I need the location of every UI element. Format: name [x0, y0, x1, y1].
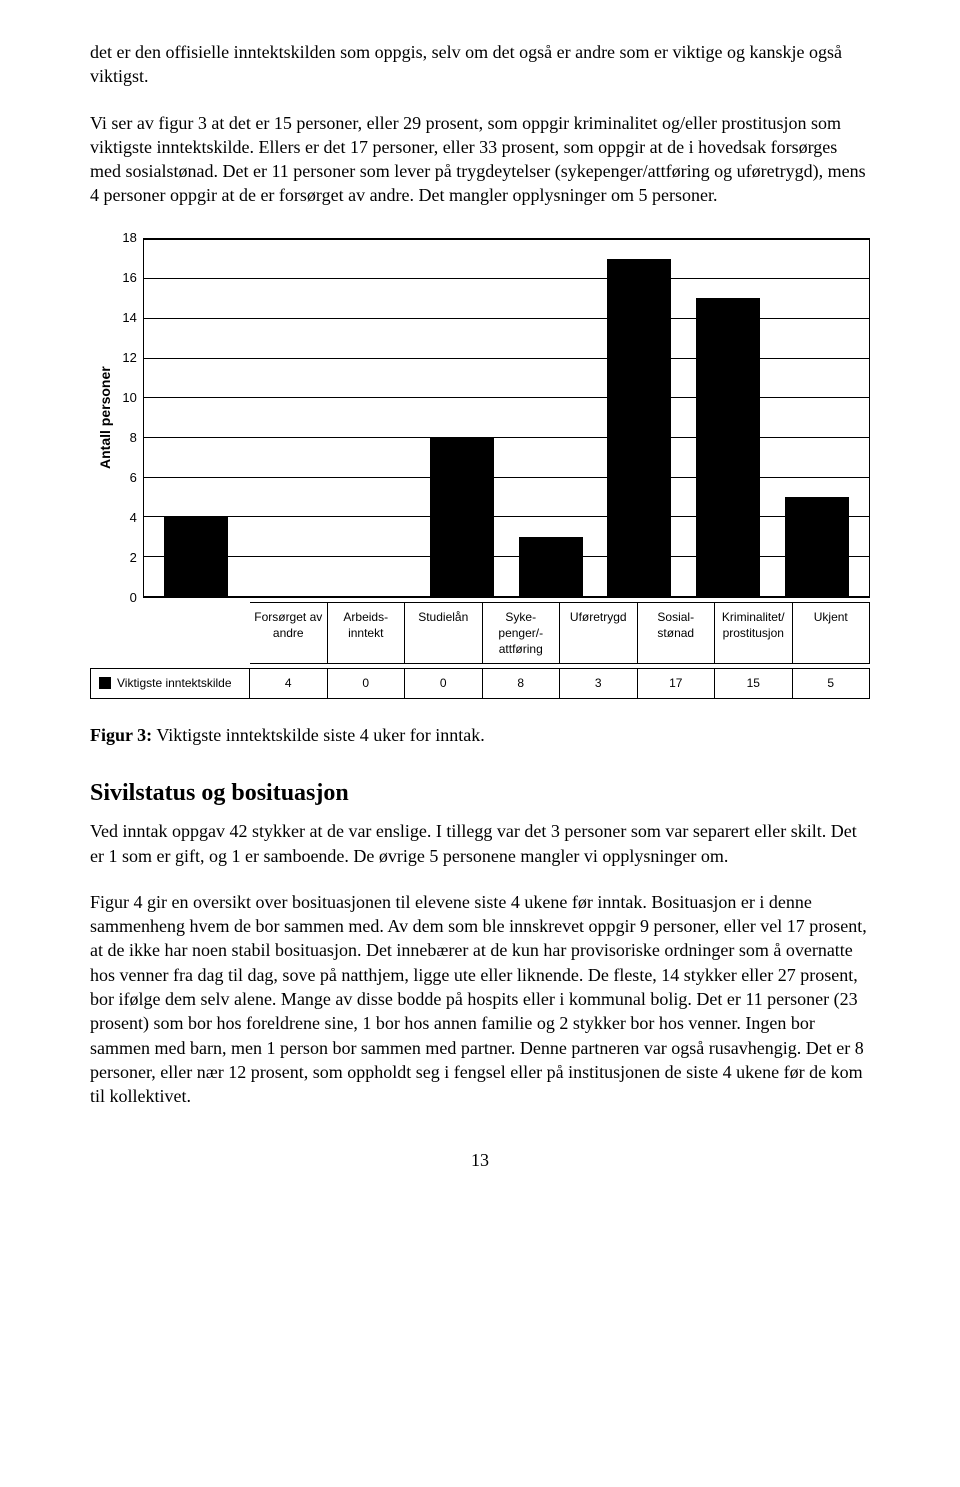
chart-category-cell: Studielån — [405, 602, 483, 665]
y-tick-label: 4 — [130, 509, 137, 527]
y-tick-label: 8 — [130, 429, 137, 447]
paragraph-4: Figur 4 gir en oversikt over bosituasjon… — [90, 890, 870, 1109]
y-tick-label: 0 — [130, 589, 137, 607]
figure-text: Viktigste inntektskilde siste 4 uker for… — [152, 725, 485, 745]
y-axis-label: Antall personer — [90, 238, 115, 598]
gridlines — [144, 239, 869, 597]
chart-category-row: Forsørget av andreArbeids-inntektStudiel… — [90, 602, 870, 665]
chart-value-cell: 3 — [560, 668, 638, 698]
y-tick-label: 12 — [122, 349, 136, 367]
chart-value-cell: 17 — [638, 668, 716, 698]
chart-bar — [164, 517, 228, 597]
section-heading-sivilstatus: Sivilstatus og bosituasjon — [90, 777, 870, 809]
chart-category-lead — [90, 602, 250, 665]
paragraph-3: Ved inntak oppgav 42 stykker at de var e… — [90, 819, 870, 868]
chart-category-cell: Syke-penger/-attføring — [483, 602, 561, 665]
chart-bar — [519, 537, 583, 597]
figure-label: Figur 3: — [90, 725, 152, 745]
y-axis-ticks: 181614121086420 — [115, 238, 143, 598]
chart-bar — [785, 497, 849, 596]
chart-value-cell: 8 — [483, 668, 561, 698]
chart-category-cell: Forsørget av andre — [250, 602, 328, 665]
chart-value-cell: 0 — [405, 668, 483, 698]
y-tick-label: 14 — [122, 309, 136, 327]
page-number: 13 — [90, 1148, 870, 1172]
chart-category-cell: Arbeids-inntekt — [328, 602, 406, 665]
figure-3-caption: Figur 3: Viktigste inntektskilde siste 4… — [90, 723, 870, 747]
chart-bar — [607, 259, 671, 597]
chart-value-cell: 4 — [250, 668, 328, 698]
chart-value-cell: 5 — [793, 668, 871, 698]
legend-square-icon — [99, 677, 111, 689]
chart-category-cell: Ukjent — [793, 602, 871, 665]
chart-value-cell: 15 — [715, 668, 793, 698]
y-tick-label: 16 — [122, 269, 136, 287]
chart-series-label-cell: Viktigste inntektskilde — [90, 668, 250, 698]
chart-bar — [696, 298, 760, 596]
paragraph-2: Vi ser av figur 3 at det er 15 personer,… — [90, 111, 870, 208]
chart-category-cell: Kriminalitet/ prostitusjon — [715, 602, 793, 665]
y-tick-label: 6 — [130, 469, 137, 487]
chart-series-label: Viktigste inntektskilde — [117, 675, 232, 691]
chart-value-row: Viktigste inntektskilde 4008317155 — [90, 668, 870, 698]
paragraph-1: det er den offisielle inntektskilden som… — [90, 40, 870, 89]
chart-category-cell: Uføretrygd — [560, 602, 638, 665]
chart-plot-area — [143, 238, 870, 598]
y-tick-label: 18 — [122, 229, 136, 247]
income-source-chart: Antall personer 181614121086420 Forsørge… — [90, 238, 870, 699]
chart-value-cell: 0 — [328, 668, 406, 698]
chart-bar — [430, 438, 494, 597]
chart-category-cell: Sosial-stønad — [638, 602, 716, 665]
y-tick-label: 2 — [130, 549, 137, 567]
y-tick-label: 10 — [122, 389, 136, 407]
